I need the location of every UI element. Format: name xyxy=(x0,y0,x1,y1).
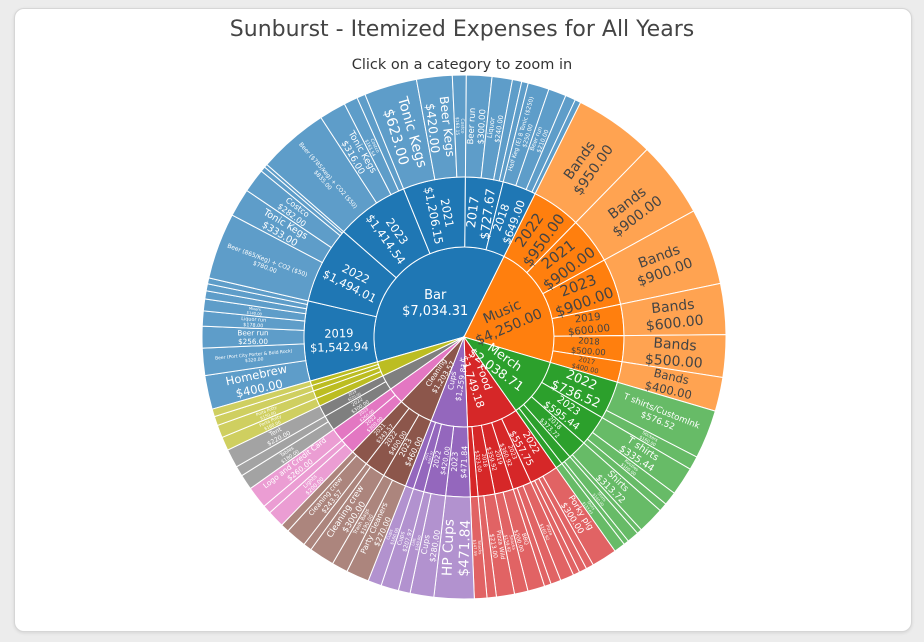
chart-subtitle: Click on a category to zoom in xyxy=(351,57,573,73)
item-potties-2021-porta-potty[interactable] xyxy=(211,380,313,418)
chart-title: Sunburst - Itemized Expenses for All Yea… xyxy=(229,17,695,42)
